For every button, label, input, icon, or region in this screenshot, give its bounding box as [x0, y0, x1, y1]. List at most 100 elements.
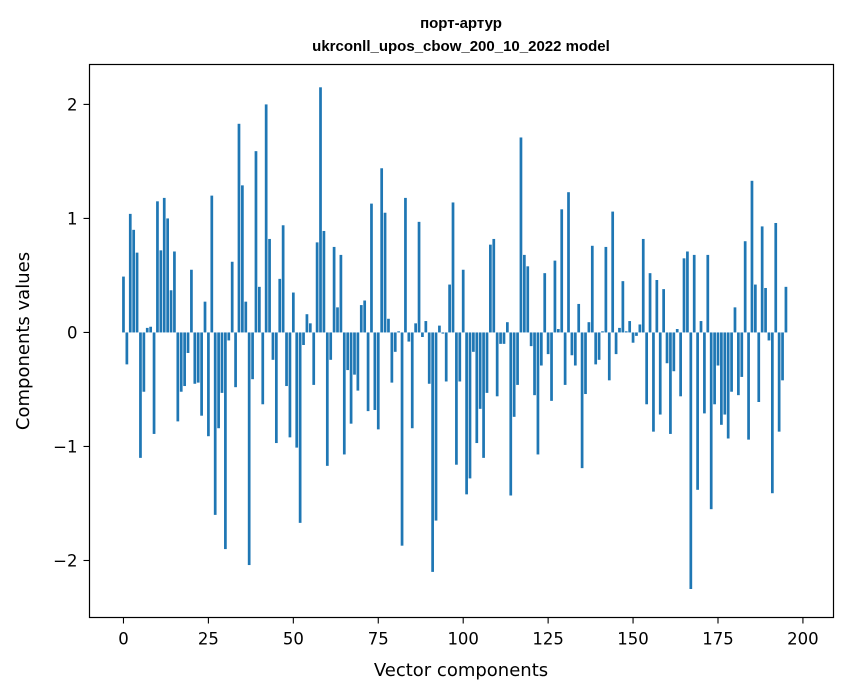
x-tick-label: 100	[447, 630, 479, 649]
x-tick-label: 25	[198, 630, 219, 649]
bar-component-25	[207, 332, 210, 437]
bar-component-82	[400, 332, 404, 546]
plot-area-frame	[88, 63, 835, 619]
bar-component-78	[387, 318, 390, 333]
bar-component-144	[611, 211, 615, 333]
bar-component-8	[149, 326, 153, 333]
bar-component-135	[580, 332, 584, 469]
bar-component-99	[458, 332, 462, 382]
bar-component-55	[308, 323, 312, 333]
bar-component-43	[268, 238, 271, 333]
bar-component-156	[652, 332, 655, 432]
bar-component-110	[495, 332, 499, 397]
bar-component-94	[441, 332, 445, 334]
bar-component-140	[597, 332, 601, 360]
bar-component-31	[227, 332, 231, 341]
bar-component-28	[217, 332, 220, 429]
bar-component-44	[271, 332, 275, 360]
bar-component-40	[258, 286, 261, 333]
bar-component-0	[122, 276, 125, 333]
bar-component-2	[128, 213, 132, 333]
bar-component-183	[743, 241, 747, 333]
bar-component-120	[529, 332, 533, 347]
bar-component-13	[166, 218, 169, 333]
bar-component-66	[346, 332, 350, 371]
bar-component-20	[190, 269, 193, 333]
x-tick-label: 200	[787, 630, 819, 649]
bar-component-56	[312, 332, 316, 385]
bar-component-134	[577, 303, 581, 333]
bar-component-124	[543, 273, 547, 333]
bar-component-194	[781, 332, 784, 381]
bar-component-169	[696, 332, 699, 490]
bar-component-19	[186, 332, 190, 353]
bar-component-187	[757, 332, 761, 402]
bar-component-61	[329, 332, 333, 360]
bar-component-190	[767, 332, 771, 341]
bar-component-186	[754, 284, 757, 333]
bar-component-60	[325, 332, 329, 466]
bar-component-159	[662, 289, 665, 333]
bar-component-90	[427, 332, 431, 384]
bar-component-47	[281, 225, 285, 333]
bar-component-114	[509, 332, 513, 496]
bar-component-33	[234, 332, 237, 388]
bar-component-36	[244, 301, 248, 333]
bar-component-178	[726, 332, 730, 439]
bar-component-3	[132, 229, 136, 333]
bar-component-176	[720, 332, 723, 425]
bar-component-76	[380, 168, 384, 333]
bar-component-59	[322, 230, 326, 333]
bar-component-167	[689, 332, 693, 589]
bar-component-39	[254, 151, 258, 333]
bar-component-104	[475, 332, 479, 444]
bar-component-63	[336, 307, 339, 333]
y-tick-label: −1	[53, 437, 77, 456]
bar-component-75	[376, 332, 380, 430]
bar-component-89	[424, 321, 428, 333]
bar-component-191	[770, 332, 774, 494]
x-tick-label: 175	[702, 630, 734, 649]
bar-component-98	[455, 332, 458, 465]
bar-component-185	[750, 180, 754, 333]
bar-component-65	[342, 332, 346, 455]
bar-component-152	[638, 324, 642, 333]
bar-component-181	[737, 332, 740, 396]
bar-component-35	[241, 185, 244, 333]
y-tick-label: 0	[67, 323, 78, 342]
bar-component-107	[485, 332, 489, 393]
bar-component-184	[747, 332, 750, 440]
bar-component-91	[431, 332, 434, 572]
bar-component-12	[162, 197, 166, 333]
bar-component-112	[502, 332, 506, 344]
x-tick-label: 150	[617, 630, 649, 649]
bar-component-195	[784, 286, 788, 333]
bar-component-64	[339, 254, 343, 333]
bar-component-70	[359, 305, 363, 333]
bar-component-86	[414, 323, 417, 333]
chart-title-line1: порт-артур	[420, 15, 502, 32]
bar-component-127	[553, 260, 557, 333]
x-tick-label: 125	[532, 630, 564, 649]
bar-component-92	[434, 332, 438, 521]
bar-component-147	[621, 281, 625, 333]
bar-component-108	[489, 244, 492, 333]
bar-component-113	[506, 322, 509, 333]
bar-component-115	[512, 332, 516, 417]
bar-component-96	[448, 284, 451, 333]
bar-component-161	[669, 332, 672, 434]
bar-component-105	[478, 332, 482, 409]
bar-component-177	[723, 332, 727, 415]
bar-component-131	[567, 192, 570, 333]
bar-component-32	[230, 261, 234, 333]
bar-component-138	[590, 245, 594, 333]
bar-component-171	[703, 332, 706, 414]
bar-component-97	[451, 202, 455, 333]
bar-component-79	[390, 332, 394, 383]
bar-component-54	[305, 314, 309, 333]
bar-component-21	[193, 332, 197, 384]
bar-component-172	[706, 254, 710, 333]
bar-component-111	[499, 332, 502, 344]
bar-component-58	[319, 87, 322, 333]
bar-component-69	[356, 332, 360, 391]
